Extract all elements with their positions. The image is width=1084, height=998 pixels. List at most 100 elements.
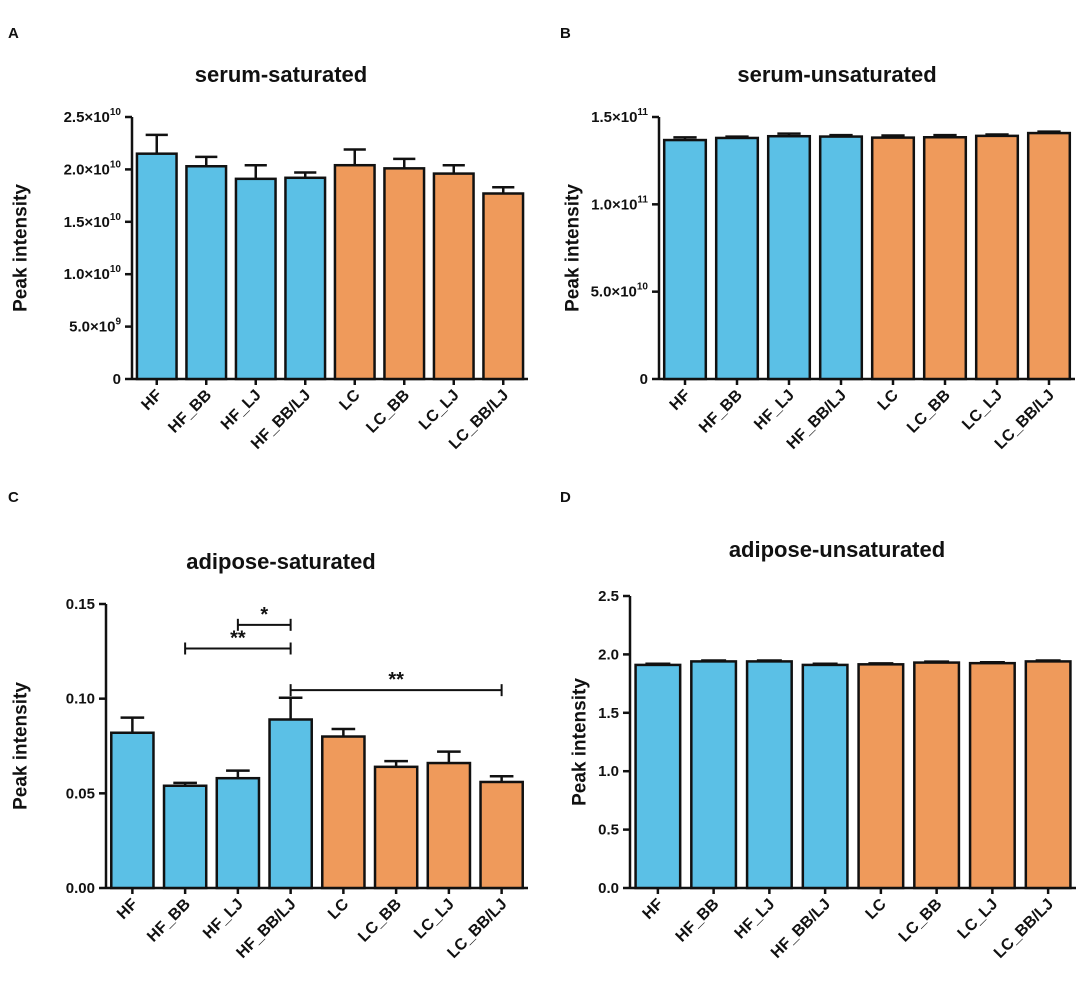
x-tick-label: LC_LJ — [959, 387, 1006, 434]
bar-hf-bb — [714, 136, 760, 381]
y-tick-label: 0.05 — [66, 785, 95, 802]
y-tick-mantissa: 1.0×10 — [591, 196, 637, 213]
x-tick-label: LC_LJ — [955, 896, 1002, 943]
y-tick-exponent: 10 — [110, 159, 122, 170]
y-tick-label: 0 — [113, 371, 121, 388]
y-tick-label: 1.5×1010 — [64, 212, 122, 231]
bar-lc-bb — [383, 167, 426, 381]
y-tick-mantissa: 0.5 — [598, 822, 619, 839]
bar-hf-bb-lj — [284, 176, 327, 381]
x-tick-label: LC — [325, 895, 352, 922]
y-tick-exponent: 10 — [637, 282, 649, 293]
x-tick-label: LC_BB — [363, 387, 413, 437]
y-tick-label: 0.5 — [598, 822, 619, 839]
bar-lc-lj — [432, 172, 475, 381]
y-tick-mantissa: 0.00 — [66, 880, 95, 897]
y-tick-mantissa: 1.5×10 — [64, 214, 110, 231]
x-tick-label: HF — [667, 387, 694, 414]
y-tick-mantissa: 0 — [640, 371, 648, 388]
x-tick-label: HF_BB — [673, 896, 723, 946]
y-tick-label: 1.0 — [598, 763, 619, 780]
y-tick-mantissa: 5.0×10 — [591, 284, 637, 301]
bar-hf-bb — [185, 165, 228, 381]
x-tick-label: LC — [863, 895, 890, 922]
chart-title: serum-unsaturated — [737, 62, 936, 87]
x-tick-label: HF_BB — [144, 896, 194, 946]
x-tick-label: LC — [875, 386, 902, 413]
bar-lc-bb-lj — [1026, 131, 1072, 381]
x-tick-label: HF_BB — [165, 387, 215, 437]
x-tick-label: HF_LJ — [218, 387, 265, 434]
y-tick-label: 2.0 — [598, 646, 619, 663]
y-axis-label: Peak intensity — [11, 682, 32, 810]
y-tick-label: 2.5 — [598, 588, 619, 605]
y-tick-mantissa: 2.5 — [598, 588, 619, 605]
significance-label: ** — [388, 669, 404, 691]
bar-lc-bb — [373, 765, 419, 890]
bar-hf — [135, 152, 178, 381]
bar-lc-bb — [913, 661, 961, 890]
bar-hf-lj — [215, 776, 261, 890]
y-tick-label: 1.5×1011 — [591, 107, 648, 126]
x-tick-label: HF — [138, 387, 165, 414]
bar-lc-bb-lj — [1024, 660, 1072, 890]
bar-lc-lj — [426, 761, 472, 890]
y-tick-label: 1.0×1011 — [591, 194, 648, 213]
y-tick-label: 0 — [640, 371, 648, 388]
y-tick-exponent: 11 — [637, 194, 648, 205]
y-tick-label: 2.0×1010 — [64, 159, 122, 178]
bar-hf-lj — [745, 660, 793, 890]
y-tick-mantissa: 1.0×10 — [64, 266, 110, 283]
y-axis-label: Peak intensity — [563, 184, 584, 312]
bar-lc — [333, 163, 376, 381]
bar-hf-bb-lj — [818, 135, 864, 381]
y-tick-label: 1.0×1010 — [64, 264, 122, 283]
y-tick-label: 0.00 — [66, 880, 95, 897]
y-tick-label: 2.5×1010 — [64, 107, 122, 126]
y-tick-exponent: 10 — [110, 212, 122, 223]
y-tick-mantissa: 1.5 — [598, 705, 619, 722]
bar-hf — [110, 731, 155, 890]
x-tick-label: LC — [336, 386, 363, 413]
y-tick-mantissa: 1.5×10 — [591, 109, 637, 126]
x-tick-label: LC_LJ — [411, 896, 458, 943]
x-tick-label: LC_LJ — [416, 387, 463, 434]
y-tick-exponent: 9 — [115, 317, 121, 328]
x-tick-label: HF_LJ — [200, 896, 247, 943]
panel-letter: A — [8, 25, 19, 42]
panel-letter: C — [8, 489, 19, 506]
x-tick-label: HF_BB/LJ — [768, 896, 834, 962]
y-tick-label: 0.15 — [66, 596, 95, 613]
y-tick-mantissa: 1.0 — [598, 763, 619, 780]
panel-letter: B — [560, 25, 571, 42]
bar-hf — [634, 663, 682, 890]
y-tick-label: 0.10 — [66, 691, 95, 708]
bar-lc — [870, 136, 916, 381]
x-tick-label: HF_LJ — [751, 387, 798, 434]
x-tick-label: HF — [114, 896, 141, 923]
y-tick-label: 5.0×1010 — [591, 282, 649, 301]
y-tick-mantissa: 0.0 — [598, 880, 619, 897]
y-tick-mantissa: 0.15 — [66, 596, 95, 613]
bar-hf-bb-lj — [801, 663, 849, 890]
bar-hf-bb — [690, 660, 738, 890]
bar-hf-lj — [234, 177, 277, 381]
x-tick-label: HF_LJ — [732, 896, 779, 943]
bar-lc-bb — [922, 136, 968, 381]
y-tick-label: 5.0×109 — [69, 317, 121, 336]
bar-hf-bb — [162, 784, 208, 890]
x-tick-label: HF_BB — [696, 387, 746, 437]
y-tick-mantissa: 0.05 — [66, 785, 95, 802]
y-tick-mantissa: 2.0 — [598, 646, 619, 663]
y-tick-exponent: 10 — [110, 107, 122, 118]
bar-hf-lj — [766, 134, 812, 381]
x-tick-label: LC_BB — [896, 896, 946, 946]
y-tick-exponent: 10 — [110, 264, 122, 275]
bar-lc — [321, 735, 366, 890]
x-tick-label: LC_BB — [355, 896, 405, 946]
x-tick-label: LC_BB — [904, 387, 954, 437]
chart-title: adipose-unsaturated — [729, 537, 945, 562]
